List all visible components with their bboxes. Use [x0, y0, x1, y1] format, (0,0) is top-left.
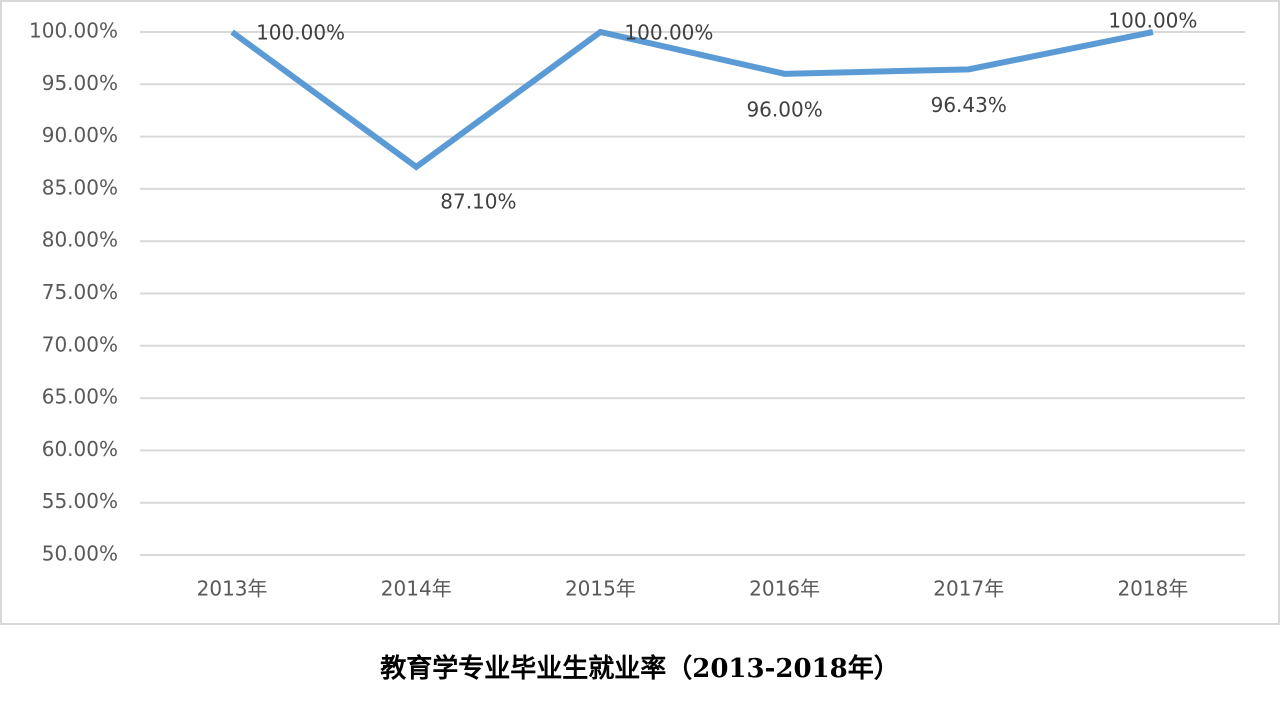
data-label: 100.00%: [624, 21, 713, 45]
data-label: 100.00%: [1108, 9, 1197, 33]
y-tick-label: 70.00%: [42, 332, 118, 356]
y-tick-label: 75.00%: [42, 280, 118, 304]
x-tick-label: 2018年: [1117, 577, 1188, 601]
y-tick-label: 80.00%: [42, 228, 118, 252]
y-tick-label: 85.00%: [42, 175, 118, 199]
y-tick-label: 50.00%: [42, 542, 118, 566]
x-tick-label: 2014年: [381, 577, 452, 601]
data-label: 100.00%: [256, 21, 345, 45]
y-tick-label: 100.00%: [29, 19, 118, 43]
x-tick-label: 2015年: [565, 577, 636, 601]
x-tick-label: 2013年: [197, 577, 268, 601]
data-label: 96.43%: [931, 93, 1007, 117]
y-tick-label: 65.00%: [42, 385, 118, 409]
data-label: 87.10%: [440, 189, 516, 213]
chart-border: [0, 0, 1280, 625]
y-tick-label: 60.00%: [42, 437, 118, 461]
x-tick-label: 2016年: [749, 577, 820, 601]
chart-title: 教育学专业毕业生就业率（2013-2018年）: [380, 653, 900, 684]
x-tick-label: 2017年: [933, 577, 1004, 601]
y-tick-label: 90.00%: [42, 123, 118, 147]
y-tick-label: 95.00%: [42, 71, 118, 95]
y-tick-label: 55.00%: [42, 489, 118, 513]
data-label: 96.00%: [746, 97, 822, 121]
data-line: [230, 28, 1154, 171]
